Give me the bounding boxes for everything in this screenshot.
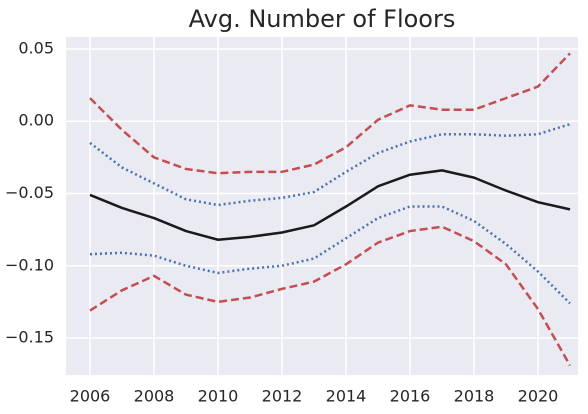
series-line xyxy=(89,52,571,175)
y-tick-label: 0.00 xyxy=(18,111,54,130)
chart-title: Avg. Number of Floors xyxy=(189,5,456,33)
series-line xyxy=(89,122,571,207)
x-tick-label: 2016 xyxy=(390,387,431,406)
x-tick-label: 2020 xyxy=(518,387,559,406)
series-line xyxy=(89,225,572,367)
x-tick-label: 2018 xyxy=(454,387,495,406)
y-tick-label: 0.05 xyxy=(18,38,54,57)
series-line xyxy=(89,205,571,305)
series-line xyxy=(89,169,571,241)
x-tick-label: 2012 xyxy=(262,387,303,406)
x-tick-label: 2010 xyxy=(198,387,239,406)
plot-area xyxy=(66,37,578,375)
y-tick-label: −0.15 xyxy=(5,328,54,347)
x-tick-label: 2006 xyxy=(70,387,111,406)
y-tick-label: −0.05 xyxy=(5,183,54,202)
y-tick-label: −0.10 xyxy=(5,255,54,274)
x-tick-label: 2014 xyxy=(326,387,367,406)
x-tick-label: 2008 xyxy=(134,387,175,406)
